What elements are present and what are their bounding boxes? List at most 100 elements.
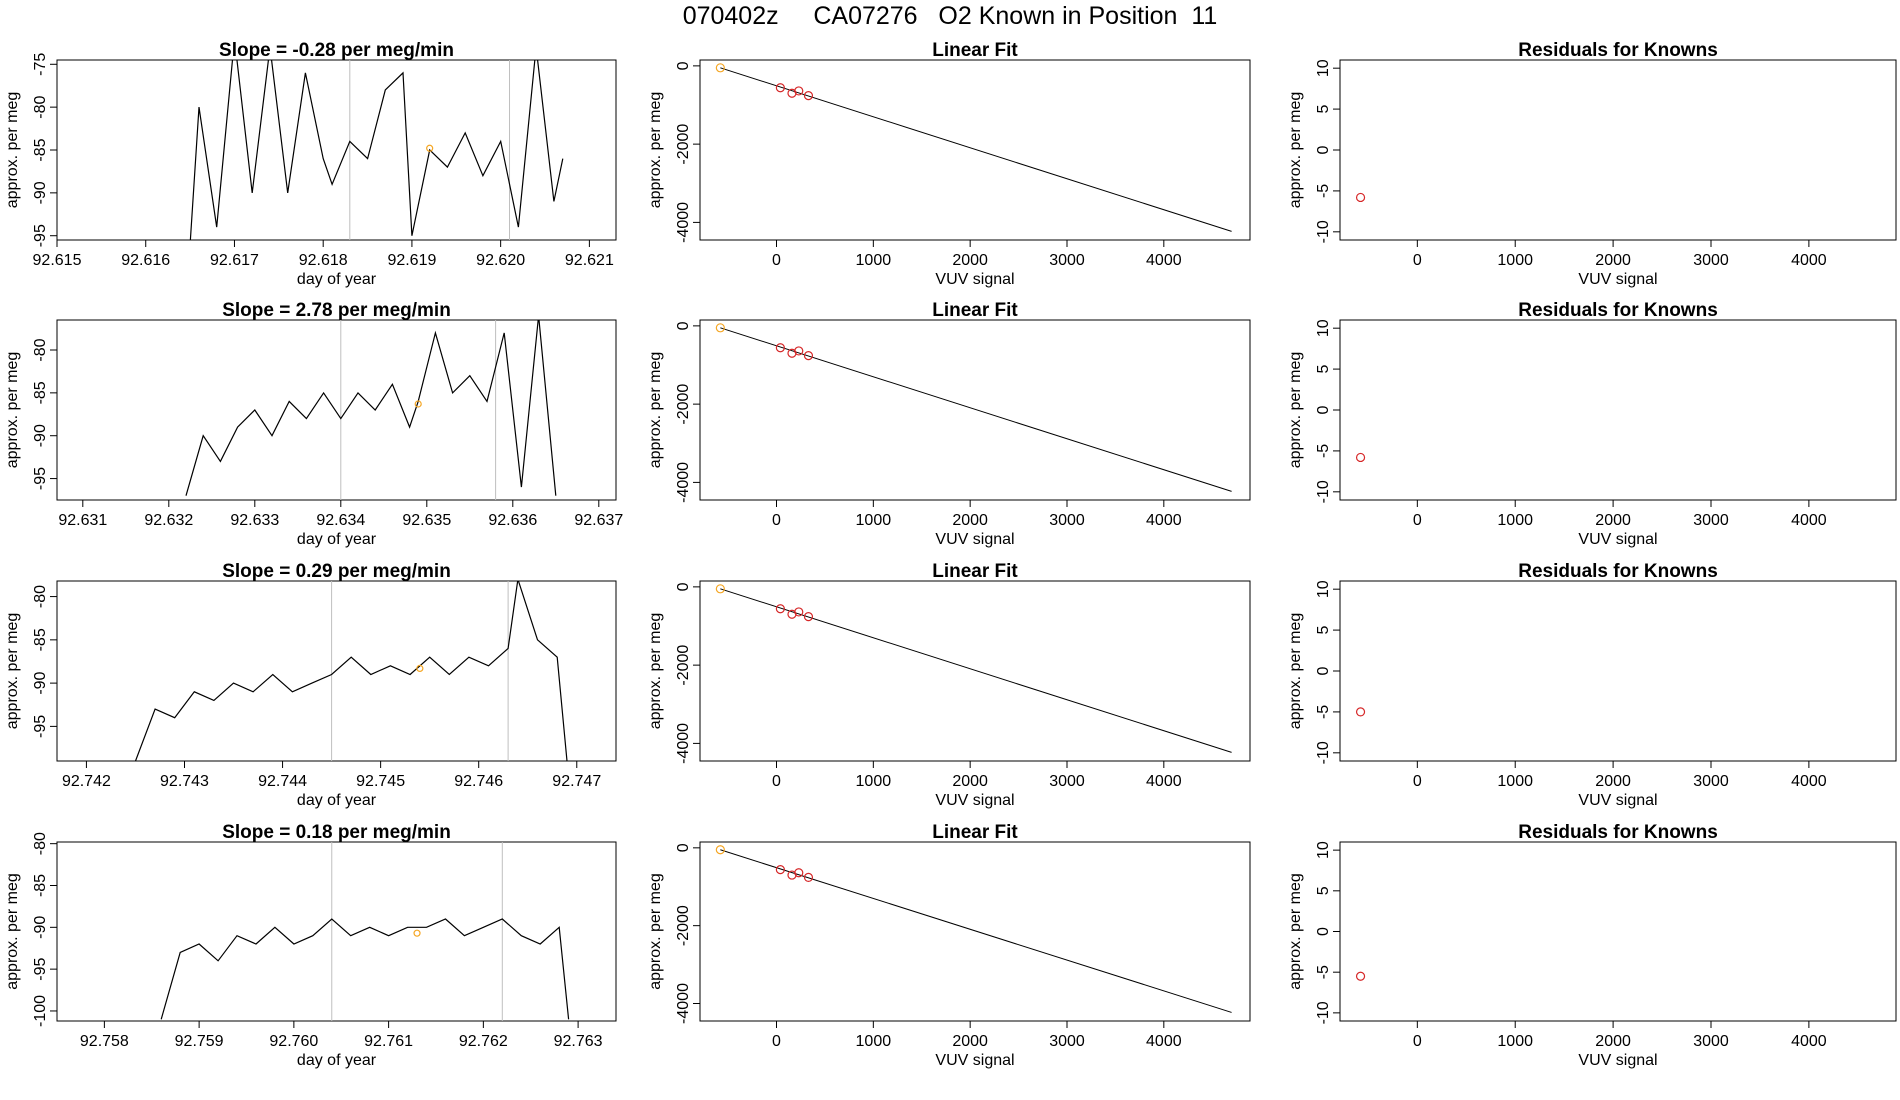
plot-data-area: [1355, 971, 1366, 981]
plot-data-area: [1355, 192, 1366, 203]
y-tick-label: 0: [1315, 405, 1332, 414]
y-tick-label: -10: [1315, 480, 1332, 503]
plot-frame: [56, 841, 617, 1022]
x-tick-label: 2000: [952, 252, 988, 269]
data-point: [794, 868, 804, 878]
x-tick-label: 0: [1413, 773, 1422, 790]
y-axis-label: approx. per meg: [4, 873, 21, 990]
data-point: [775, 83, 785, 93]
chart-panel-11: Residuals for Knowns 0 1000 2000 3000 4000 VUV…: [1287, 561, 1897, 809]
x-tick-label: 3000: [1049, 512, 1085, 529]
y-tick-label: -95: [32, 715, 49, 738]
x-tick-label: 92.631: [58, 512, 107, 529]
y-tick-label: -80: [32, 338, 49, 361]
y-axis-label: approx. per meg: [4, 613, 21, 730]
y-axis-label: approx. per meg: [1287, 352, 1304, 469]
x-axis-label: day of year: [297, 531, 377, 548]
x-tick-label: 3000: [1693, 773, 1729, 790]
plot-data-area: [715, 63, 1232, 232]
plot-frame: [56, 580, 617, 762]
y-axis-label: approx. per meg: [647, 613, 664, 730]
x-tick-label: 4000: [1146, 1033, 1182, 1050]
x-axis-label: day of year: [297, 271, 377, 288]
x-tick-label: 0: [772, 1033, 781, 1050]
x-tick-label: 1000: [1497, 1033, 1533, 1050]
chart-title: Slope = 0.29 per meg/min: [222, 561, 451, 582]
plot-frame: [699, 59, 1251, 241]
y-axis-label: approx. per meg: [4, 92, 21, 209]
x-tick-label: 92.745: [356, 773, 405, 790]
chart-panel-2: Slope = 2.78 per meg/min 92.631 92.632 92.6…: [4, 300, 623, 548]
y-tick-label: -90: [32, 916, 49, 939]
data-point: [775, 865, 785, 875]
y-tick-label: 0: [1315, 145, 1332, 154]
data-point: [426, 144, 434, 152]
x-tick-label: 4000: [1791, 512, 1827, 529]
data-point: [416, 664, 424, 673]
x-tick-label: 3000: [1049, 252, 1085, 269]
x-tick-label: 1000: [856, 512, 892, 529]
plot-frame: [1339, 841, 1897, 1022]
y-axis-label: approx. per meg: [647, 92, 664, 209]
x-tick-label: 4000: [1146, 773, 1182, 790]
x-tick-label: 92.621: [565, 252, 614, 269]
x-tick-label: 92.742: [62, 773, 111, 790]
x-tick-label: 2000: [952, 512, 988, 529]
y-tick-label: -10: [1315, 741, 1332, 764]
chart-panel-12: Residuals for Knowns 0 1000 2000 3000 4000 VUV…: [1287, 822, 1897, 1069]
plot-data-area: [134, 581, 568, 761]
series-line: [160, 918, 570, 1020]
y-tick-label: 0: [675, 582, 692, 591]
data-point: [715, 845, 725, 855]
x-tick-label: 2000: [1595, 252, 1631, 269]
x-tick-label: 92.620: [476, 252, 525, 269]
x-tick-label: 2000: [952, 1033, 988, 1050]
data-point: [1355, 452, 1366, 463]
x-tick-label: 0: [772, 252, 781, 269]
chart-panel-4: Slope = 0.18 per meg/min 92.758 92.759 92.7…: [4, 822, 617, 1069]
y-tick-label: -5: [1315, 184, 1332, 198]
y-tick-label: 0: [1315, 666, 1332, 675]
y-tick-label: -2000: [675, 905, 692, 946]
data-point: [1355, 192, 1366, 203]
y-tick-label: 10: [1315, 59, 1332, 77]
y-tick-label: -2000: [675, 645, 692, 686]
fit-line: [720, 67, 1232, 232]
x-tick-label: 1000: [856, 252, 892, 269]
y-tick-label: -95: [32, 467, 49, 490]
chart-title: Slope = 0.18 per meg/min: [222, 822, 451, 843]
y-axis-label: approx. per meg: [4, 352, 21, 469]
chart-title: Linear Fit: [932, 40, 1018, 61]
x-axis-label: VUV signal: [1578, 792, 1657, 809]
x-tick-label: 0: [1413, 1033, 1422, 1050]
data-point: [803, 91, 814, 101]
y-tick-label: 0: [1315, 927, 1332, 936]
x-tick-label: 0: [772, 512, 781, 529]
page-title: 070402z CA07276 O2 Known in Position 11: [682, 2, 1218, 30]
data-point: [803, 351, 814, 361]
x-tick-label: 92.617: [210, 252, 259, 269]
data-point: [413, 929, 421, 937]
y-axis-label: approx. per meg: [647, 873, 664, 990]
x-tick-label: 92.637: [574, 512, 623, 529]
y-tick-label: 5: [1315, 626, 1332, 635]
x-axis-label: day of year: [297, 792, 377, 809]
y-tick-label: -80: [32, 832, 49, 855]
plot-frame: [699, 319, 1251, 501]
x-tick-label: 0: [772, 773, 781, 790]
x-tick-label: 4000: [1791, 252, 1827, 269]
chart-title: Residuals for Knowns: [1518, 822, 1718, 843]
x-tick-label: 92.633: [230, 512, 279, 529]
fit-line: [720, 849, 1232, 1013]
y-axis-label: approx. per meg: [1287, 613, 1304, 730]
x-tick-label: 92.619: [387, 252, 436, 269]
plot-frame: [699, 580, 1251, 762]
x-tick-label: 3000: [1049, 773, 1085, 790]
plot-data-area: [160, 842, 570, 1021]
y-tick-label: -5: [1315, 705, 1332, 719]
x-tick-label: 0: [1413, 512, 1422, 529]
y-tick-label: 0: [675, 321, 692, 330]
chart-title: Residuals for Knowns: [1518, 300, 1718, 321]
x-tick-label: 92.761: [364, 1033, 413, 1050]
